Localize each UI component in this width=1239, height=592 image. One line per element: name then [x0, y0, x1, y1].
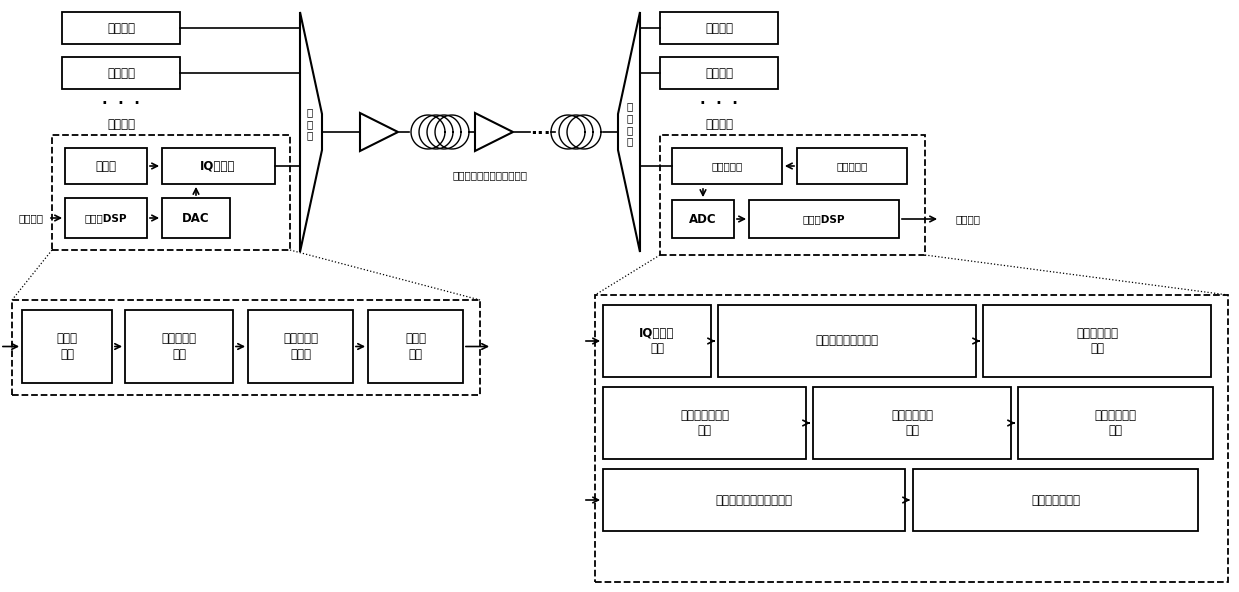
- Bar: [797, 148, 907, 184]
- Text: 光纤链路（包含光放大器）: 光纤链路（包含光放大器）: [452, 170, 528, 180]
- Text: ···: ···: [530, 125, 550, 143]
- Bar: [660, 135, 926, 255]
- Bar: [913, 469, 1198, 531]
- Bar: [368, 310, 463, 383]
- Text: 自适应非线性相位追踪器: 自适应非线性相位追踪器: [715, 494, 793, 507]
- Polygon shape: [618, 12, 641, 252]
- Text: 复
用
器: 复 用 器: [307, 107, 313, 141]
- Text: 电色散预补
偿模块: 电色散预补 偿模块: [282, 333, 318, 361]
- Text: 激光器: 激光器: [95, 159, 116, 172]
- Text: 数据输出: 数据输出: [955, 214, 980, 224]
- Bar: [162, 148, 275, 184]
- Bar: [64, 198, 147, 238]
- Bar: [22, 310, 112, 383]
- Text: 预均衡
模块: 预均衡 模块: [405, 333, 426, 361]
- Bar: [672, 200, 733, 238]
- Text: 解
复
用
器: 解 复 用 器: [627, 102, 633, 146]
- Text: 光接收机: 光接收机: [705, 117, 733, 130]
- Polygon shape: [300, 12, 322, 252]
- Text: ADC: ADC: [689, 213, 717, 226]
- Text: ·  ·  ·: · · ·: [700, 95, 738, 111]
- Bar: [595, 295, 1228, 582]
- Text: 星座图映射
模块: 星座图映射 模块: [161, 333, 197, 361]
- Text: 采样时钟恢复
模块: 采样时钟恢复 模块: [1075, 327, 1118, 355]
- Text: 光发射机: 光发射机: [107, 117, 135, 130]
- Bar: [1018, 387, 1213, 459]
- Text: 光发射机: 光发射机: [107, 66, 135, 79]
- Bar: [603, 469, 904, 531]
- Text: 平衡接收机: 平衡接收机: [711, 161, 742, 171]
- Bar: [12, 300, 479, 395]
- Text: 光接收机: 光接收机: [705, 21, 733, 34]
- Bar: [62, 12, 180, 44]
- Bar: [672, 148, 782, 184]
- Text: 接收机DSP: 接收机DSP: [803, 214, 845, 224]
- Text: 预编码
模块: 预编码 模块: [57, 333, 78, 361]
- Text: 自适应信道均衡
模块: 自适应信道均衡 模块: [680, 409, 729, 437]
- Text: 光发射机: 光发射机: [107, 21, 135, 34]
- Bar: [125, 310, 233, 383]
- Bar: [603, 387, 807, 459]
- Bar: [52, 135, 290, 250]
- Polygon shape: [361, 113, 398, 151]
- Bar: [248, 310, 353, 383]
- Bar: [660, 12, 778, 44]
- Text: 发射机DSP: 发射机DSP: [84, 213, 128, 223]
- Text: DAC: DAC: [182, 211, 209, 224]
- Bar: [62, 57, 180, 89]
- Text: IQ调制器: IQ调制器: [201, 159, 235, 172]
- Bar: [983, 305, 1211, 377]
- Text: 数据输入: 数据输入: [19, 213, 43, 223]
- Text: ·  ·  ·: · · ·: [102, 95, 140, 111]
- Bar: [717, 305, 976, 377]
- Text: 载波频偏估计
模块: 载波频偏估计 模块: [891, 409, 933, 437]
- Bar: [162, 198, 230, 238]
- Bar: [64, 148, 147, 184]
- Text: 判决与解码模块: 判决与解码模块: [1031, 494, 1080, 507]
- Text: 光接收机: 光接收机: [705, 66, 733, 79]
- Bar: [660, 57, 778, 89]
- Text: 本地激光器: 本地激光器: [836, 161, 867, 171]
- Bar: [750, 200, 900, 238]
- Polygon shape: [475, 113, 513, 151]
- Text: 载波相位估计
模块: 载波相位估计 模块: [1094, 409, 1136, 437]
- Bar: [603, 305, 711, 377]
- Text: 色散非线性补偿模块: 色散非线性补偿模块: [815, 334, 878, 348]
- Text: IQ正交化
模块: IQ正交化 模块: [639, 327, 675, 355]
- Bar: [813, 387, 1011, 459]
